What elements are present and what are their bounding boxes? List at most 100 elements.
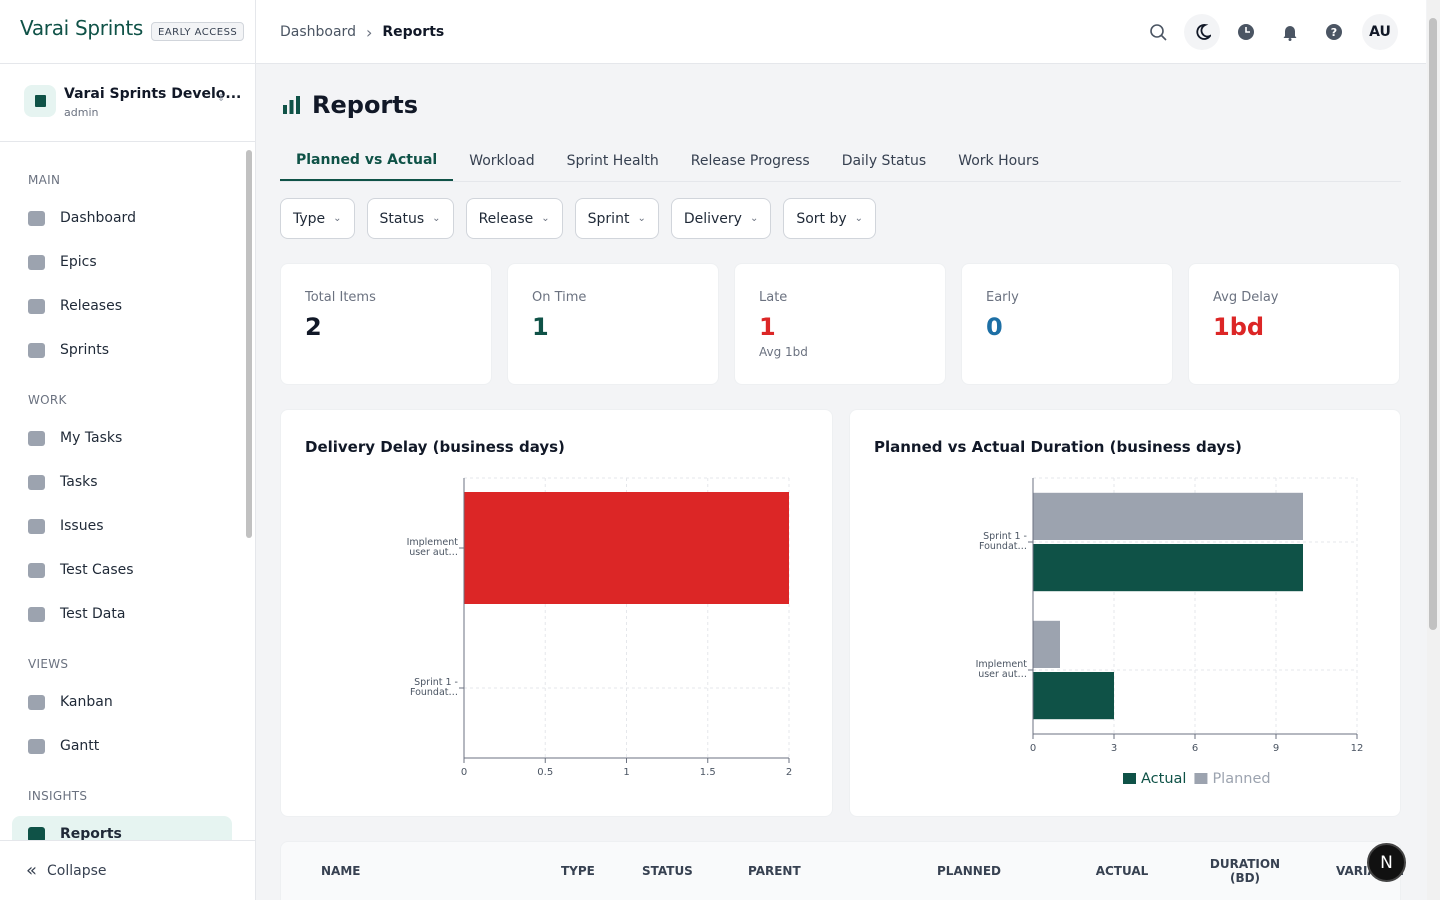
x-tick-label: 0.5 (537, 767, 553, 778)
y-tick-label: Sprint 1 - Foundat… (978, 531, 1027, 552)
help-button[interactable]: ? (1316, 14, 1352, 50)
nav-item[interactable]: Sprints (12, 332, 232, 368)
icon (1150, 24, 1167, 41)
avatar[interactable]: AU (1362, 14, 1398, 50)
filter[interactable]: Status ⌄ (366, 198, 454, 239)
nav-item[interactable]: Epics (12, 244, 232, 280)
tab[interactable]: Daily Status (841, 153, 927, 169)
tab[interactable]: Sprint Health (566, 153, 659, 169)
nav-item[interactable]: Test Data (12, 596, 232, 632)
chevron: ⌄ (749, 213, 759, 224)
dev-badge[interactable]: N (1367, 843, 1406, 882)
nav-label: Dashboard (60, 210, 136, 226)
stat-card: Early 0 (961, 263, 1173, 385)
filter[interactable]: Type ⌄ (280, 198, 355, 239)
theme-button[interactable] (1184, 14, 1220, 50)
filter[interactable]: Delivery ⌄ (670, 198, 772, 239)
tab[interactable]: Planned vs Actual (280, 141, 454, 181)
filter-label: Type (293, 210, 326, 227)
nav-section: WORK (28, 393, 67, 407)
y-tick-label: Implement user aut… (975, 659, 1027, 680)
filter-label: Delivery (683, 210, 742, 227)
filter[interactable]: Sort by ⌄ (783, 198, 877, 239)
x-tick-label: 6 (1192, 743, 1198, 754)
nav-icon (28, 298, 45, 314)
nav-item[interactable]: My Tasks (12, 420, 232, 456)
nav-label: Releases (60, 298, 122, 314)
chevron: ⌄ (854, 213, 864, 224)
switch-icon[interactable]: ⇕ (217, 93, 226, 104)
bar (1033, 492, 1303, 540)
tab[interactable]: Workload (469, 153, 535, 169)
badge: EARLY ACCESS (151, 22, 245, 41)
nav-item[interactable]: Issues (12, 508, 232, 544)
column-header[interactable]: PARENT (748, 864, 801, 878)
crumb[interactable]: Reports (382, 24, 445, 40)
filter-label: Status (379, 210, 425, 227)
stat-label: Late (759, 290, 788, 305)
nav-icon (28, 738, 45, 754)
nav-label: Epics (60, 254, 97, 270)
column-header[interactable]: DURATION (BD) (1209, 857, 1281, 885)
filter[interactable]: Release ⌄ (465, 198, 563, 239)
workspace-name[interactable]: Varai Sprints Develo... (64, 86, 242, 102)
svg-text:?: ? (1331, 26, 1337, 39)
breadcrumb: Dashboard › Reports (280, 0, 444, 64)
page-scrollbar (1427, 0, 1440, 900)
brand[interactable]: Varai Sprints (20, 16, 143, 40)
x-tick-label: 1.5 (700, 767, 716, 778)
column-header[interactable]: STATUS (642, 864, 693, 878)
x-tick-label: 9 (1273, 743, 1279, 754)
x-tick-label: 0 (461, 767, 467, 778)
nav-item[interactable]: Dashboard (12, 200, 232, 236)
collapse[interactable]: «Collapse (0, 840, 255, 900)
column-header[interactable]: ACTUAL (1095, 864, 1149, 878)
icon (1238, 24, 1254, 40)
nav-label: Tasks (60, 474, 98, 490)
nav-item[interactable]: Kanban (12, 684, 232, 720)
stats: Total Items 2 On Time 1 Late 1 Avg 1bd Early 0 Av… (280, 263, 1400, 385)
legend-label: Planned (1212, 771, 1270, 787)
legend: Actual Planned (1123, 771, 1271, 787)
chart-title: Planned vs Actual Duration (business day… (874, 438, 1242, 456)
header: Dashboard › Reports ? AU (256, 0, 1426, 64)
column-header[interactable]: PLANNED (937, 864, 1001, 878)
nav-item[interactable]: Releases (12, 288, 232, 324)
tab[interactable]: Release Progress (690, 153, 810, 169)
nav-item[interactable]: Gantt (12, 728, 232, 764)
search-button[interactable] (1140, 14, 1176, 50)
history-button[interactable] (1228, 14, 1264, 50)
x-tick-label: 1 (623, 767, 629, 778)
legend-swatch (1123, 773, 1136, 784)
filters: Type ⌄ Status ⌄ Release ⌄ Sprint ⌄ Delivery ⌄ Sort… (280, 198, 877, 239)
x-tick-label: 3 (1111, 743, 1117, 754)
chevron: ⌄ (432, 213, 441, 224)
y-label-box: Implement user aut… (407, 538, 458, 558)
nav-section: INSIGHTS (28, 789, 88, 803)
title-icon (282, 96, 302, 120)
nav-item[interactable]: Tasks (12, 464, 232, 500)
bar (1033, 544, 1303, 592)
column-header[interactable]: TYPE (561, 864, 595, 878)
divider (0, 63, 255, 64)
chart: Delivery Delay (business days) 0 0.5 1 1.5 2 I… (305, 438, 792, 778)
collapse-label: Collapse (47, 862, 107, 879)
crumb[interactable]: Dashboard (280, 24, 356, 40)
nav-label: Test Data (60, 606, 126, 622)
chevron: ⌄ (637, 213, 646, 224)
nav-label: Kanban (60, 694, 113, 710)
nav-icon (28, 694, 45, 710)
stat-card: Avg Delay 1bd (1188, 263, 1400, 385)
filter[interactable]: Sprint ⌄ (574, 198, 659, 239)
notifications-button[interactable] (1272, 14, 1308, 50)
tab[interactable]: Work Hours (958, 153, 1040, 169)
stat-value: 1 (532, 313, 549, 341)
nav-icon (28, 474, 45, 490)
column-header[interactable]: NAME (321, 864, 361, 878)
nav-icon (28, 562, 45, 578)
nav-item[interactable]: Reports (12, 816, 232, 840)
nav-item[interactable]: Test Cases (12, 552, 232, 588)
stat-value: 1 (759, 313, 776, 341)
